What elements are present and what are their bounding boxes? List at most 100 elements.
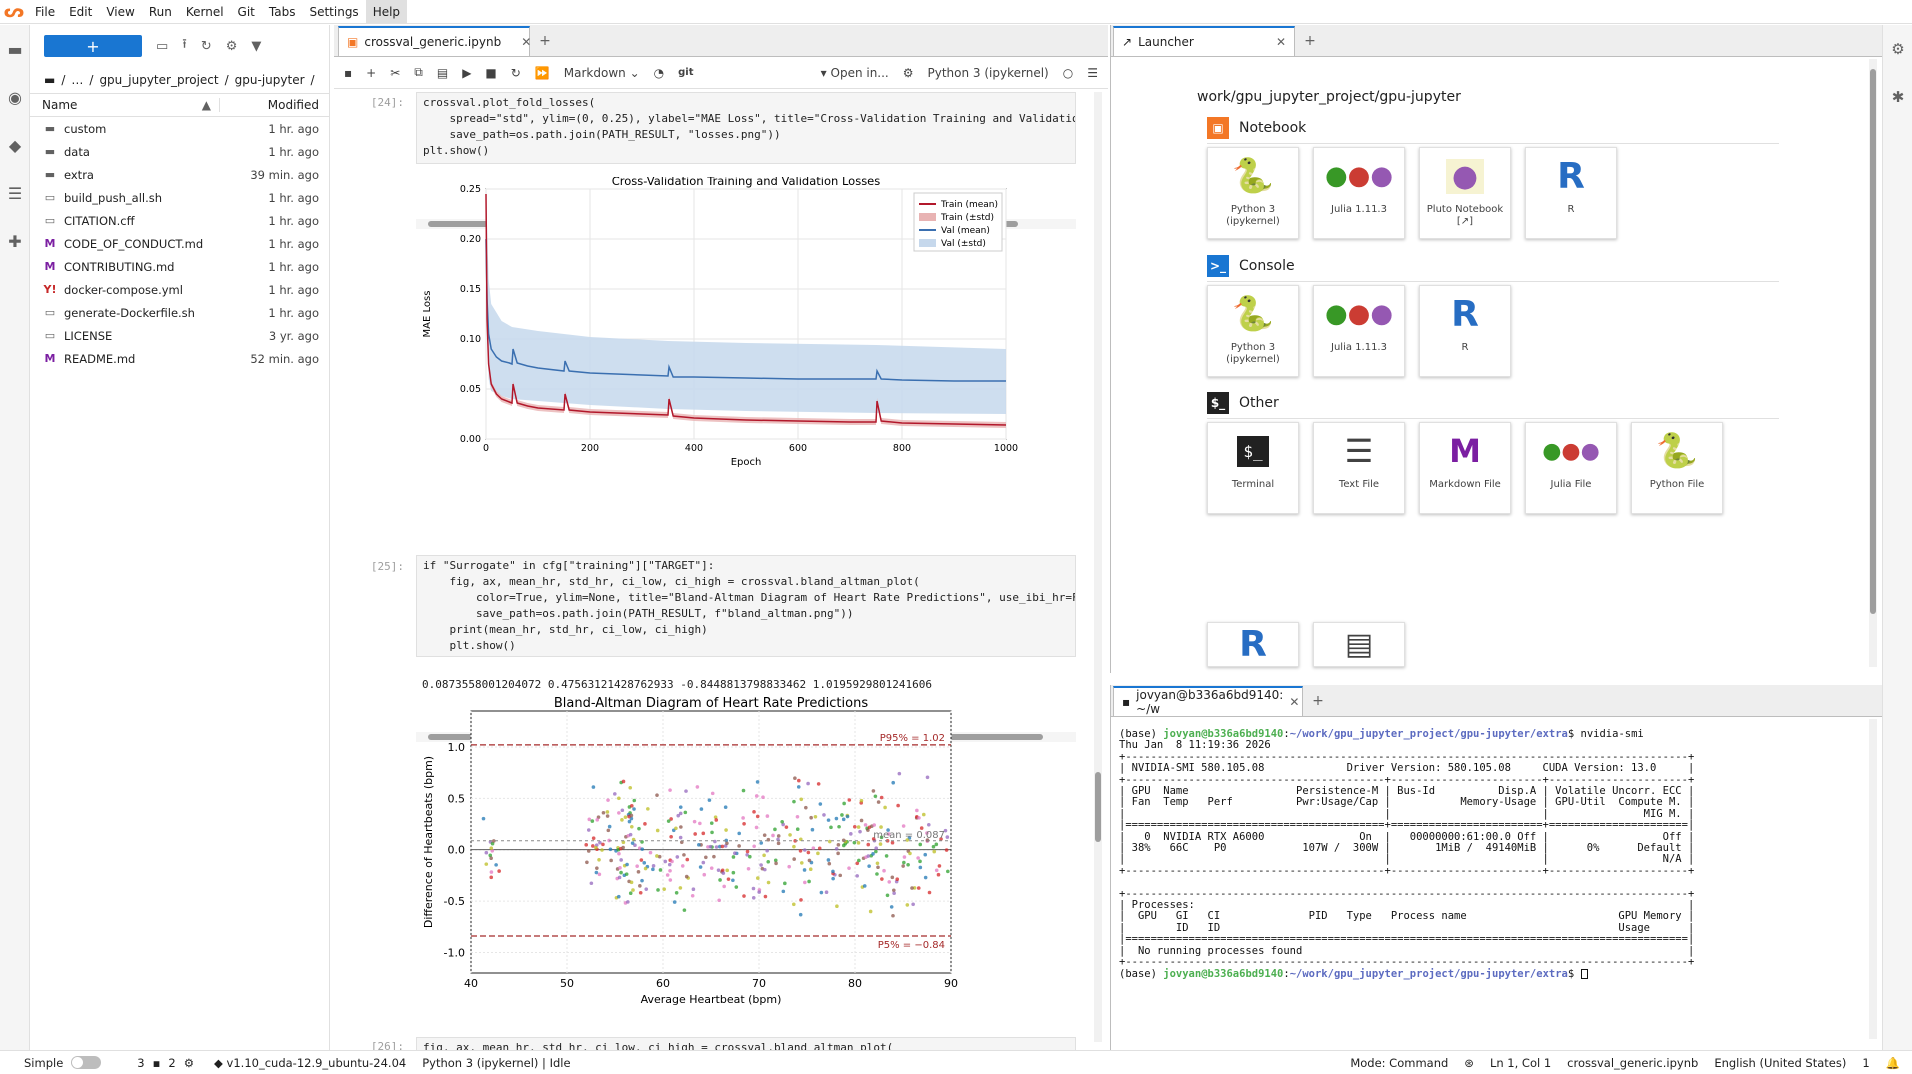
cell-type-select[interactable]: Markdown ⌄ [563, 65, 640, 80]
launcher-card[interactable]: ● ● ● Julia 1.11.3 [1313, 285, 1405, 377]
file-row[interactable]: ▭ build_push_all.sh 1 hr. ago [30, 186, 329, 209]
cut-icon[interactable]: ✂ [390, 65, 401, 80]
new-launcher-button[interactable]: + [44, 35, 142, 57]
launcher-scrollbar[interactable] [1869, 59, 1877, 667]
open-in-button[interactable]: ▾ Open in... [820, 65, 889, 80]
breadcrumb-project[interactable]: gpu_jupyter_project [99, 73, 219, 87]
terminal-count[interactable]: 3 [137, 1055, 145, 1070]
file-row[interactable]: ▭ LICENSE 3 yr. ago [30, 324, 329, 347]
launcher-card[interactable]: 🐍 Python File [1631, 422, 1723, 514]
launcher-card[interactable]: 🐍 Python 3 (ipykernel) [1207, 285, 1299, 377]
launcher-card[interactable]: ● Pluto Notebook [↗] [1419, 147, 1511, 239]
filter-icon[interactable]: ▼ [251, 38, 262, 54]
scatter-point [748, 854, 752, 859]
tab-launcher[interactable]: ↗ Launcher ✕ [1113, 26, 1295, 56]
cursor-position[interactable]: Ln 1, Col 1 [1489, 1055, 1552, 1070]
launcher-card[interactable]: ● ● ● Julia File [1525, 422, 1617, 514]
file-row[interactable]: Y! docker-compose.yml 1 hr. ago [30, 278, 329, 301]
file-row[interactable]: ▬ extra 39 min. ago [30, 163, 329, 186]
add-tab-icon[interactable]: + [1304, 33, 1316, 49]
insert-cell-icon[interactable]: + [366, 65, 377, 80]
git-icon[interactable]: ◆ [8, 135, 22, 155]
close-icon[interactable]: ✕ [1289, 695, 1300, 709]
upload-icon[interactable]: ⭱ [182, 37, 187, 52]
add-tab-icon[interactable]: + [539, 33, 551, 49]
launcher-card[interactable]: ☰ Text File [1313, 422, 1405, 514]
git-branch[interactable]: ◆ v1.10_cuda-12.9_ubuntu-24.04 [214, 1055, 407, 1070]
add-tab-icon[interactable]: + [1312, 693, 1324, 709]
file-row[interactable]: ▭ generate-Dockerfile.sh 1 hr. ago [30, 301, 329, 324]
close-icon[interactable]: ✕ [521, 35, 532, 49]
menu-edit[interactable]: Edit [69, 4, 93, 19]
launcher-card[interactable]: M Markdown File [1419, 422, 1511, 514]
menu-file[interactable]: File [35, 4, 56, 19]
breadcrumb-ellipsis[interactable]: … [71, 73, 84, 87]
save-icon[interactable]: ▪ [344, 65, 353, 80]
bell-icon[interactable]: 🔔 [1885, 1055, 1900, 1070]
debugger-icon[interactable]: ⚙ [902, 65, 914, 80]
menu-view[interactable]: View [106, 4, 135, 19]
kernel-name[interactable]: Python 3 (ipykernel) [927, 65, 1049, 80]
simple-mode-toggle[interactable] [71, 1056, 102, 1069]
file-row[interactable]: ▬ custom 1 hr. ago [30, 117, 329, 140]
clock-icon[interactable]: ◔ [653, 65, 665, 80]
menu-settings[interactable]: Settings [309, 4, 359, 19]
file-row[interactable]: M README.md 52 min. ago [30, 347, 329, 370]
scatter-point [943, 828, 948, 833]
extension-icon[interactable]: ✚ [8, 231, 22, 251]
close-icon[interactable]: ✕ [1275, 35, 1286, 49]
folder-icon[interactable]: ▬ [7, 39, 23, 59]
restart-icon[interactable]: ↻ [510, 65, 521, 80]
git-diff-button[interactable]: git [678, 67, 694, 78]
run-all-icon[interactable]: ⏩ [534, 65, 550, 80]
launcher-card[interactable]: $_ Terminal [1207, 422, 1299, 514]
notebook-scrollbar[interactable] [1094, 92, 1102, 1042]
launcher-card-html[interactable]: ▤ [1313, 622, 1405, 667]
terminal-output[interactable]: (base) jovyan@b336a6bd9140:~/work/gpu_ju… [1111, 728, 1882, 980]
column-name-header[interactable]: Name ▲ [42, 98, 211, 112]
code-cell-25[interactable]: if "Surrogate" in cfg["training"]["TARGE… [416, 555, 1076, 657]
menu-icon[interactable]: ☰ [1087, 65, 1098, 80]
breadcrumb-current[interactable]: gpu-jupyter [234, 73, 305, 87]
code-cell-24[interactable]: crossval.plot_fold_losses( spread="std",… [416, 92, 1076, 164]
menu-kernel[interactable]: Kernel [185, 4, 224, 19]
run-icon[interactable]: ▶ [462, 65, 472, 80]
stop-icon[interactable]: ■ [485, 65, 497, 80]
launcher-card-r-file[interactable]: R [1207, 622, 1299, 667]
running-sessions-icon[interactable]: ◉ [8, 87, 22, 107]
launcher-card[interactable]: ● ● ● Julia 1.11.3 [1313, 147, 1405, 239]
table-of-contents-icon[interactable]: ☰ [7, 183, 23, 203]
file-row[interactable]: ▭ CITATION.cff 1 hr. ago [30, 209, 329, 232]
scatter-point [731, 870, 736, 875]
tab-terminal[interactable]: ▪ jovyan@b336a6bd9140: ~/w ✕ [1113, 686, 1303, 716]
file-row[interactable]: M CODE_OF_CONDUCT.md 1 hr. ago [30, 232, 329, 255]
menu-run[interactable]: Run [148, 4, 172, 19]
language[interactable]: English (United States) [1714, 1055, 1847, 1070]
menu-tabs[interactable]: Tabs [268, 4, 296, 19]
copy-icon[interactable]: ⧉ [414, 65, 423, 79]
git-clone-icon[interactable]: ⚙ [225, 38, 238, 54]
file-row[interactable]: M CONTRIBUTING.md 1 hr. ago [30, 255, 329, 278]
launcher-card[interactable]: 🐍 Python 3 (ipykernel) [1207, 147, 1299, 239]
property-inspector-icon[interactable]: ⚙ [1891, 40, 1905, 58]
paste-icon[interactable]: ▤ [436, 65, 449, 80]
terminal-scrollbar[interactable] [1869, 719, 1877, 1039]
scatter-point [816, 851, 820, 856]
menu-help[interactable]: Help [365, 0, 408, 24]
scatter-point [841, 843, 846, 848]
debugger-icon[interactable]: ✱ [1891, 88, 1905, 106]
notification-count[interactable]: 1 [1862, 1055, 1870, 1070]
home-folder-icon[interactable]: ▬ [44, 73, 56, 87]
scatter-point [617, 875, 622, 880]
refresh-icon[interactable]: ↻ [200, 38, 212, 54]
kernel-count[interactable]: 2 [168, 1055, 176, 1070]
menu-git[interactable]: Git [237, 4, 255, 19]
scatter-point [757, 890, 761, 894]
column-modified-header[interactable]: Modified [219, 98, 329, 112]
tab-notebook[interactable]: ▣ crossval_generic.ipynb ✕ [338, 26, 532, 56]
file-row[interactable]: ▬ data 1 hr. ago [30, 140, 329, 163]
new-folder-icon[interactable]: ▭ [156, 38, 169, 54]
kernel-status[interactable]: Python 3 (ipykernel) | Idle [422, 1055, 571, 1070]
